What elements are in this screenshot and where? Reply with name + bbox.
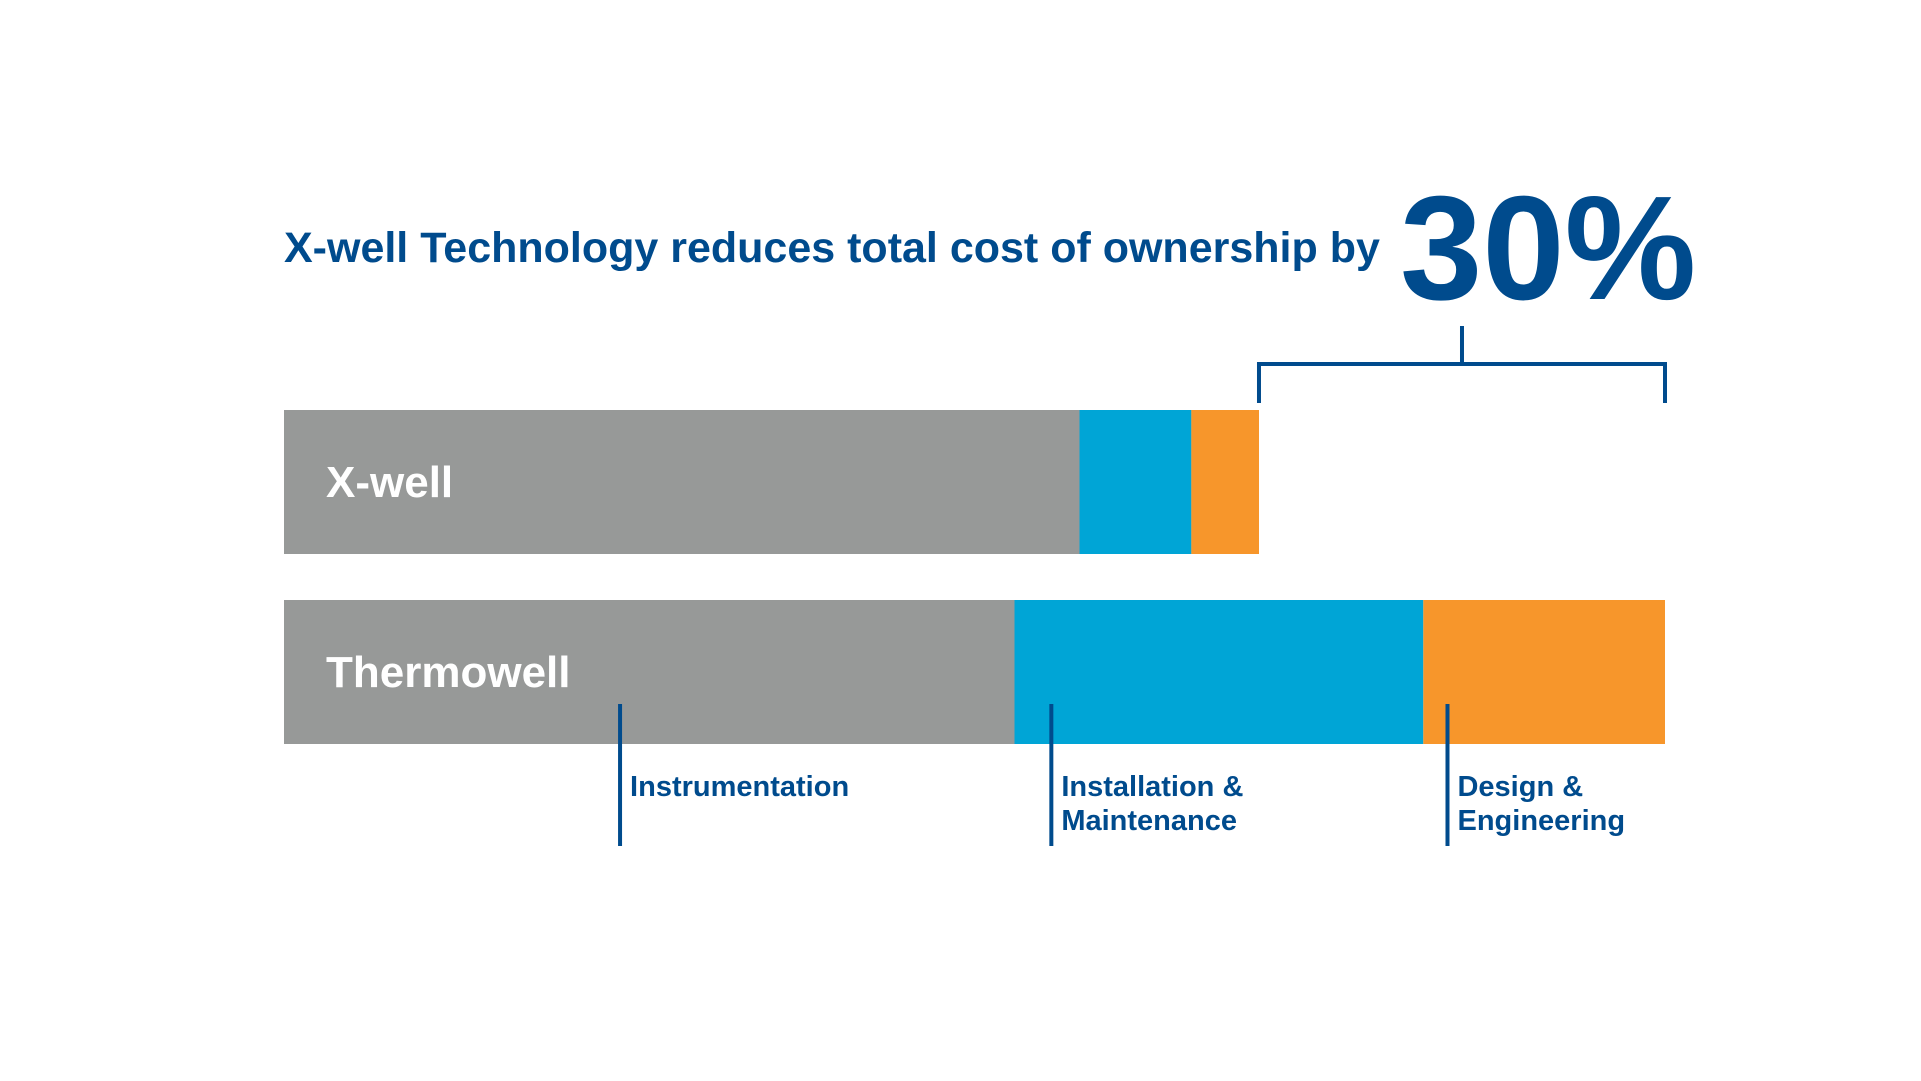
callout-label-3-line-1: Design & <box>1457 771 1583 803</box>
headline-percentage: 30% <box>1400 166 1696 331</box>
bars: X-well Thermowell <box>284 410 1665 744</box>
callout-label-2-line-2: Maintenance <box>1061 805 1237 837</box>
callout-label-2-line-1: Installation & <box>1061 771 1243 803</box>
bar-segment-thermowell-1 <box>284 600 1015 744</box>
bar-label-x-well: X-well <box>326 458 453 507</box>
reduction-bracket-line <box>1256 326 1667 403</box>
bar-segment-thermowell-3 <box>1423 600 1665 744</box>
bar-segment-x-well-3 <box>1191 410 1259 554</box>
category-callouts: Instrumentation Installation &Maintenance… <box>618 704 1625 846</box>
bar-segment-x-well-1 <box>284 410 1080 554</box>
headline: X-well Technology reduces total cost of … <box>284 166 1696 331</box>
bar-segment-x-well-2 <box>1079 410 1192 554</box>
reduction-bracket <box>1256 326 1667 403</box>
bar-segment-thermowell-2 <box>1014 600 1424 744</box>
bar-label-thermowell: Thermowell <box>326 648 571 697</box>
callout-label-3-line-2: Engineering <box>1457 805 1625 837</box>
callout-label-1-line-1: Instrumentation <box>630 771 849 803</box>
headline-text: X-well Technology reduces total cost of … <box>284 224 1380 272</box>
